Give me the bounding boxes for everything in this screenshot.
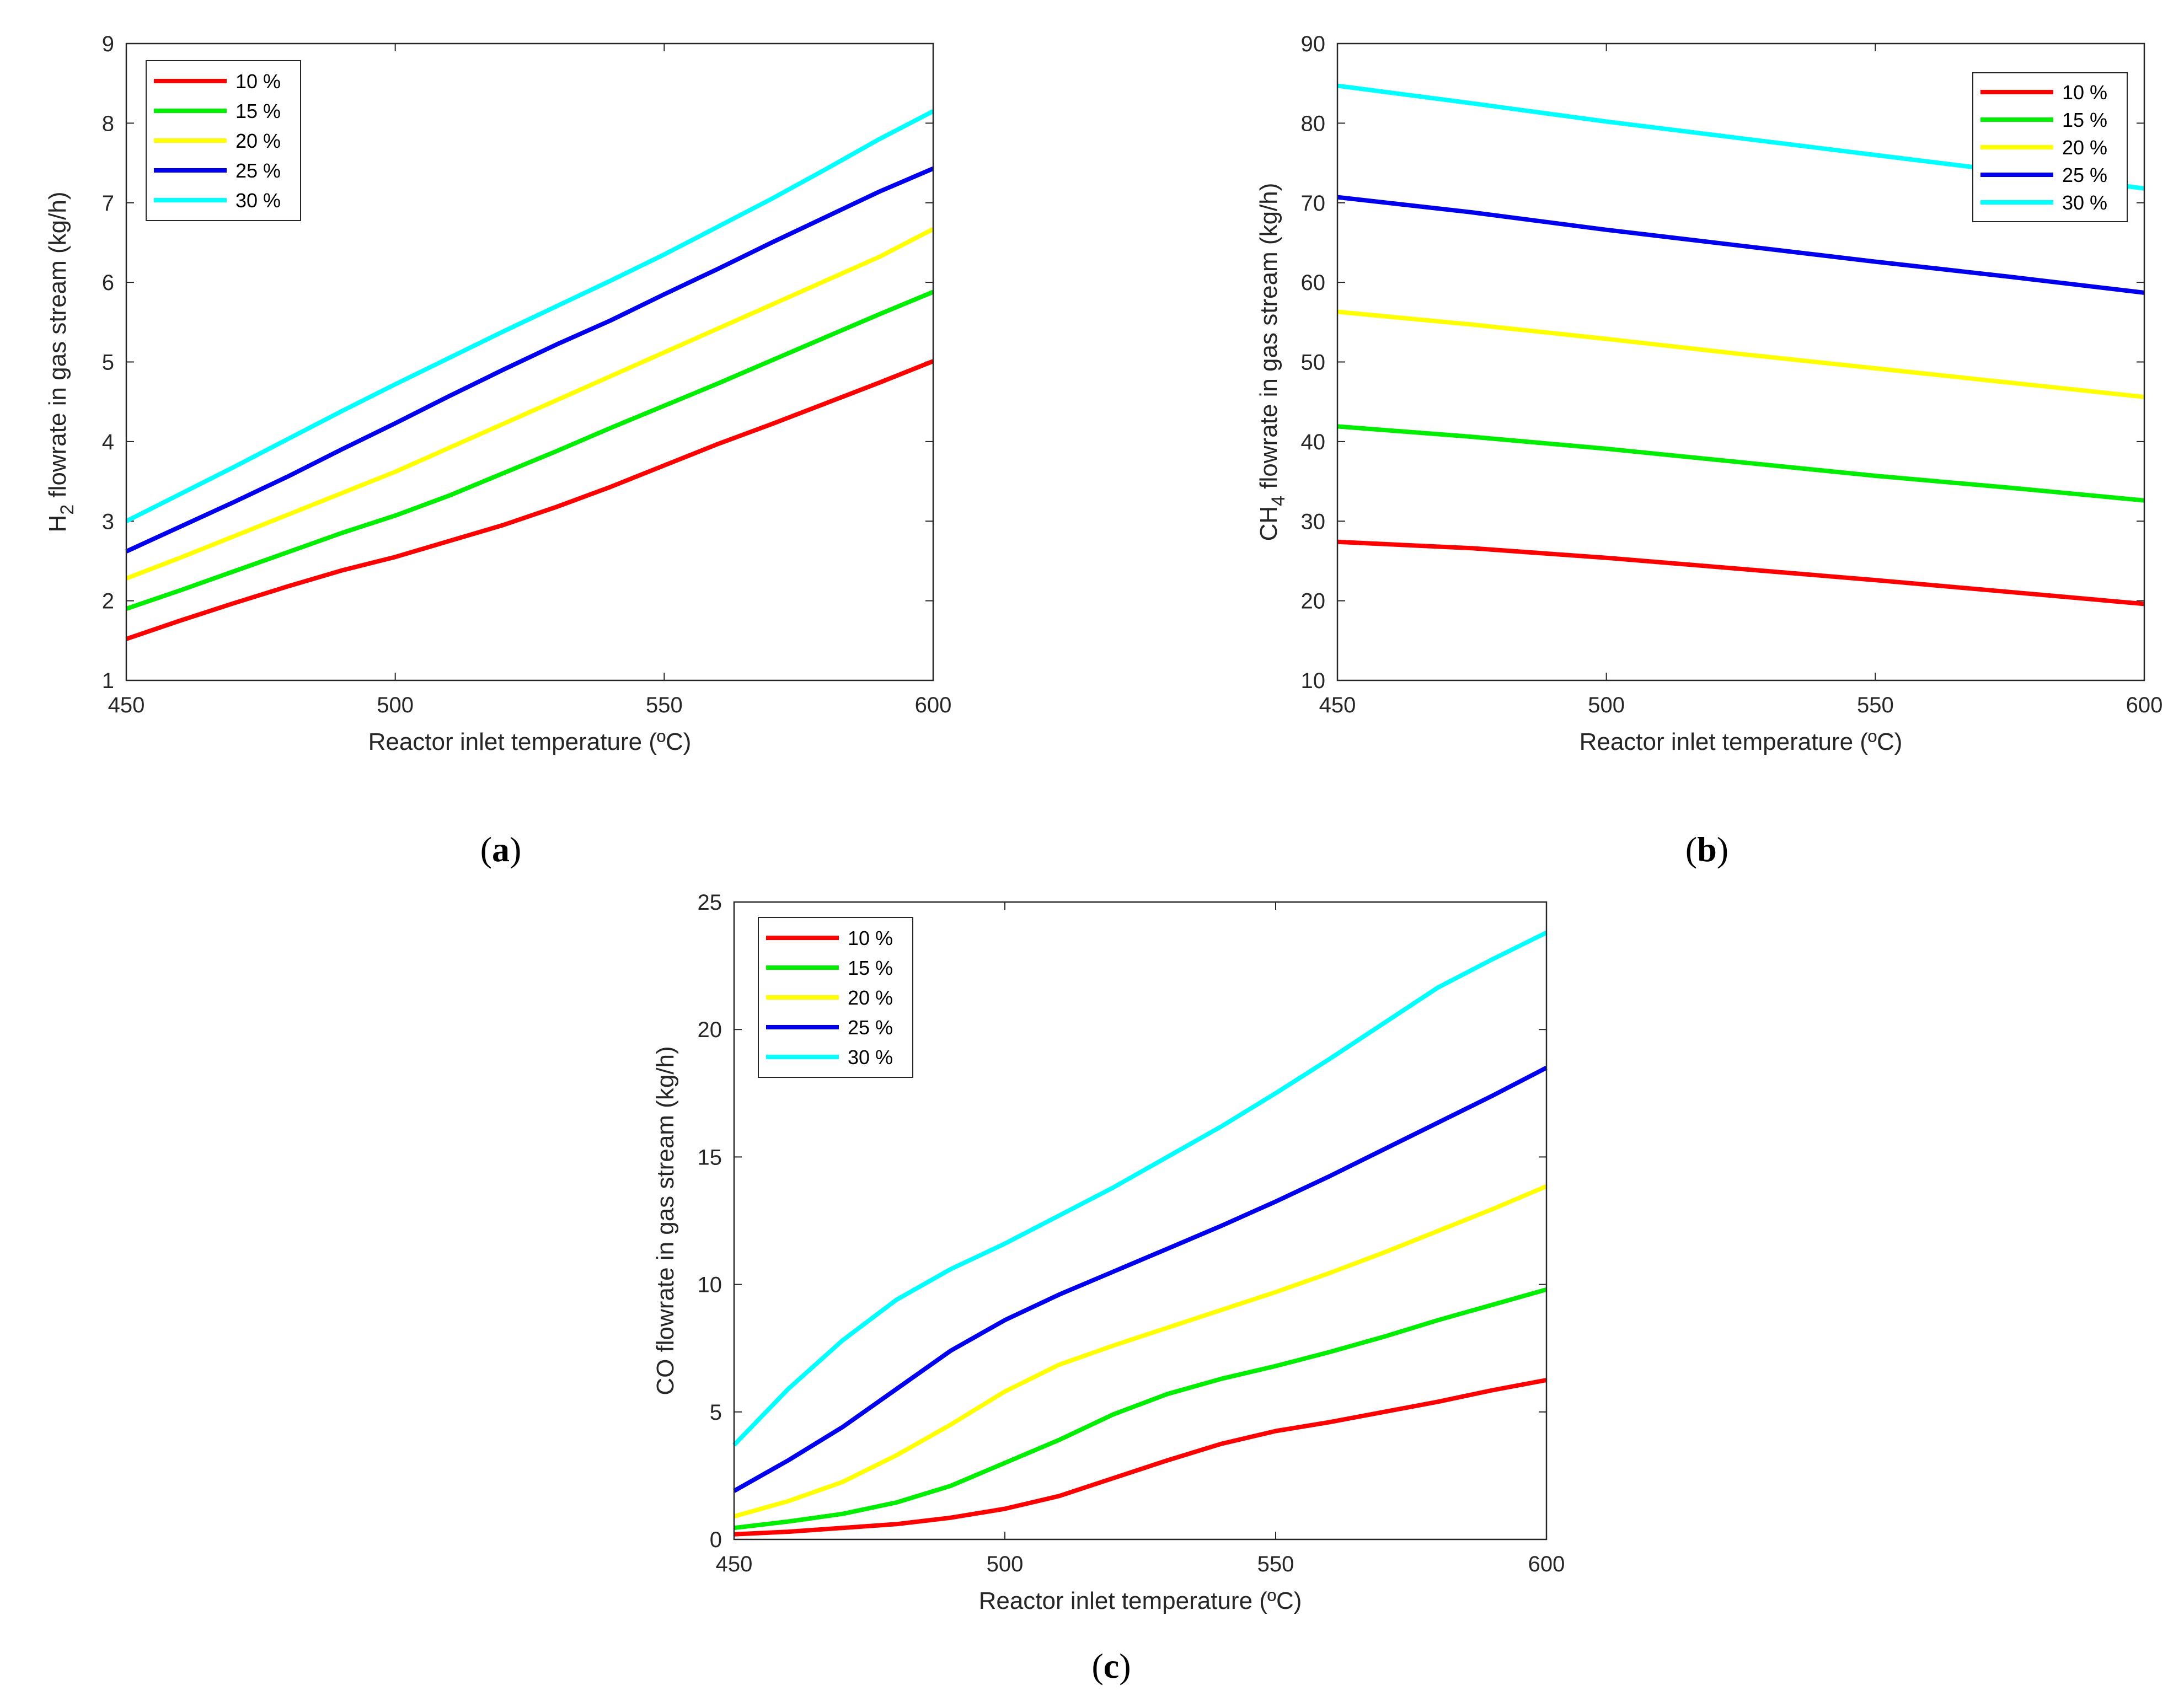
series-line-20-pct [733, 1184, 1548, 1519]
caption-a: (a) [480, 830, 522, 869]
y-axis-label: CH4 flowrate in gas stream (kg/h) [1255, 183, 1289, 541]
legend-label: 10 % [2062, 81, 2107, 104]
series-line-10-pct [125, 359, 934, 641]
legend: 10 % 15 % 20 % 25 % 30 % [146, 60, 301, 221]
series-line-20-pct [125, 227, 934, 581]
legend-label: 25 % [848, 1016, 893, 1039]
y-tick-label: 10 [1301, 669, 1326, 693]
y-tick-label: 10 [698, 1273, 722, 1297]
axes-frame [733, 901, 1548, 1540]
y-tick-label: 4 [102, 430, 114, 454]
x-tick-label: 600 [915, 693, 952, 717]
series-line-15-pct [125, 289, 934, 611]
legend-label: 20 % [848, 986, 893, 1009]
y-tick-label: 6 [102, 271, 114, 295]
legend-label: 30 % [848, 1046, 893, 1069]
series-line-15-pct [1337, 424, 2145, 503]
x-axis-label: Reactor inlet temperature (ºC) [979, 1587, 1302, 1614]
chart-panel-b: 450 500 550 600 10 20 30 40 50 60 70 80 90 Reactor in… [1255, 32, 2162, 755]
series-line-15-pct [734, 1287, 1548, 1531]
x-tick-label: 600 [1528, 1552, 1565, 1576]
chart-panel-c: 450 500 550 600 0 5 10 15 20 25 Reactor inlet temp… [652, 890, 1565, 1614]
y-tick-label: 50 [1301, 351, 1326, 375]
series-line-10-pct [1337, 539, 2145, 606]
y-tick-label: 7 [102, 191, 114, 216]
legend-label: 10 % [235, 70, 281, 93]
caption-b: (b) [1685, 830, 1728, 869]
y-axis-label: H2 flowrate in gas stream (kg/h) [44, 191, 78, 532]
chart-panel-a: 450 500 550 600 1 2 3 4 5 6 7 8 9 Reactor inlet tempe… [44, 32, 951, 755]
legend-label: 25 % [2062, 164, 2107, 186]
y-tick-label: 25 [698, 890, 722, 915]
series-line-25-pct [1337, 195, 2145, 295]
x-tick-label: 500 [377, 693, 414, 717]
y-tick-label: 20 [698, 1018, 722, 1042]
x-axis-label: Reactor inlet temperature (ºC) [1580, 728, 1903, 755]
series-line-30-pct [125, 109, 934, 523]
legend-label: 15 % [235, 100, 281, 122]
x-tick-label: 450 [716, 1552, 753, 1576]
legend-label: 20 % [235, 130, 281, 152]
y-tick-label: 70 [1301, 191, 1326, 216]
y-tick-label: 30 [1301, 509, 1326, 534]
series-line-25-pct [125, 167, 934, 554]
x-tick-label: 500 [1588, 693, 1625, 717]
x-tick-label: 500 [987, 1552, 1024, 1576]
y-tick-label: 8 [102, 111, 114, 136]
legend: 10 % 15 % 20 % 25 % 30 % [1972, 72, 2128, 222]
y-tick-label: 5 [102, 351, 114, 375]
y-tick-label: 3 [102, 509, 114, 534]
legend: 10 % 15 % 20 % 25 % 30 % [758, 917, 913, 1078]
y-axis-label: CO flowrate in gas stream (kg/h) [652, 1046, 679, 1395]
series-line-30-pct [732, 930, 1548, 1447]
x-tick-label: 600 [2126, 693, 2163, 717]
y-tick-label: 15 [698, 1145, 722, 1169]
series-line-10-pct [734, 1378, 1547, 1537]
legend-label: 25 % [235, 159, 281, 182]
y-tick-label: 9 [102, 32, 114, 56]
y-tick-label: 1 [102, 669, 114, 693]
legend-label: 10 % [848, 927, 893, 949]
legend-label: 15 % [2062, 109, 2107, 131]
x-tick-label: 450 [1319, 693, 1356, 717]
x-tick-label: 550 [1257, 1552, 1294, 1576]
y-tick-label: 20 [1301, 589, 1326, 614]
y-tick-label: 60 [1301, 271, 1326, 295]
axes-frame [1336, 42, 2145, 681]
legend-label: 30 % [235, 189, 281, 212]
y-tick-label: 2 [102, 589, 114, 614]
y-tick-label: 80 [1301, 111, 1326, 136]
legend-label: 15 % [848, 957, 893, 979]
legend-label: 20 % [2062, 136, 2107, 159]
x-tick-label: 550 [646, 693, 683, 717]
y-tick-label: 90 [1301, 32, 1326, 56]
series-line-20-pct [1337, 309, 2145, 399]
axes-frame [125, 42, 934, 681]
x-tick-label: 550 [1857, 693, 1894, 717]
y-tick-label: 5 [710, 1400, 722, 1425]
series-line-25-pct [733, 1066, 1548, 1493]
legend-label: 30 % [2062, 191, 2107, 214]
y-tick-label: 40 [1301, 430, 1326, 454]
y-tick-label: 0 [710, 1528, 722, 1552]
x-axis-label: Reactor inlet temperature (ºC) [368, 728, 692, 755]
x-tick-label: 450 [108, 693, 145, 717]
caption-c: (c) [1091, 1646, 1131, 1685]
